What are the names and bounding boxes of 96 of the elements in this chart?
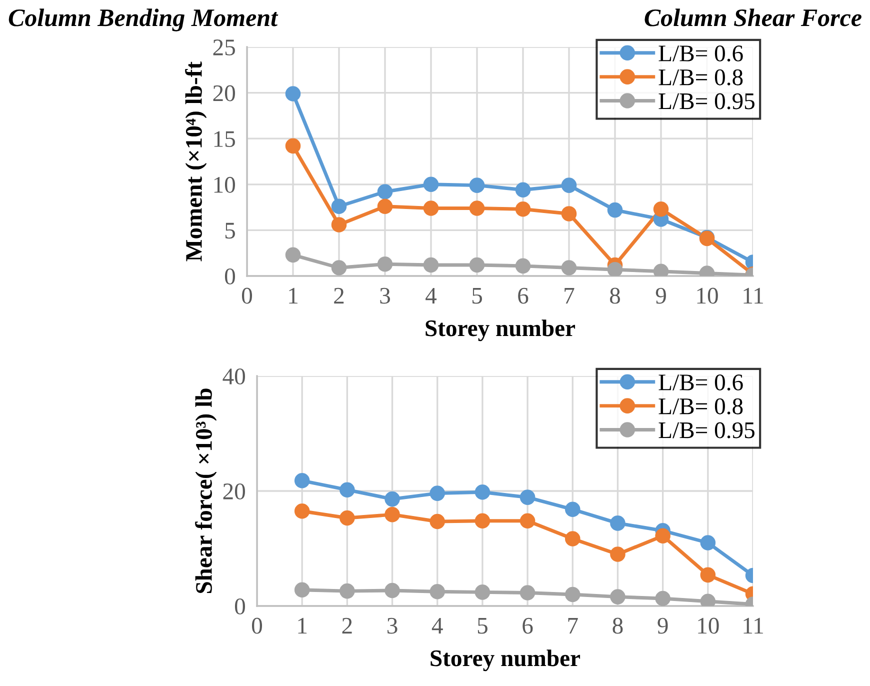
point (653, 201, 669, 217)
x-tick-label: 2 (342, 618, 352, 634)
point (700, 535, 716, 550)
x-tick-label: 7 (568, 618, 578, 634)
x-tick-label: 6 (522, 618, 533, 634)
y-tick-label: 15 (214, 131, 235, 148)
point (610, 546, 626, 562)
y-tick-label: 0 (234, 598, 245, 614)
y-tick-label: 0 (224, 268, 235, 284)
x-tick-label: 4 (432, 618, 443, 634)
y-tick-label: 5 (225, 222, 235, 239)
point (285, 247, 301, 263)
legend-label: L/B= 0.95 (658, 93, 754, 110)
point (515, 201, 531, 217)
point (520, 490, 536, 505)
point (340, 482, 355, 498)
point (294, 473, 310, 488)
legend-label: L/B= 0.8 (658, 69, 743, 86)
y-tick-label: 20 (223, 483, 245, 500)
x-tick-label: 9 (656, 288, 666, 304)
point (474, 584, 490, 600)
x-tick-label: 1 (289, 288, 298, 304)
y-tick-label: 25 (213, 40, 235, 56)
point (520, 513, 536, 529)
point (515, 258, 531, 274)
legend-label: L/B= 0.6 (658, 45, 743, 62)
point (331, 198, 347, 214)
point (377, 184, 393, 200)
y-tick-label: 40 (222, 368, 245, 384)
point (423, 257, 439, 273)
point (564, 586, 580, 602)
x-axis-title: Storey number (426, 320, 576, 342)
x-tick-label: 2 (334, 288, 344, 304)
point (561, 178, 577, 193)
x-tick-label: 11 (744, 288, 763, 304)
point (607, 262, 623, 276)
x-tick-label: 5 (478, 618, 488, 634)
point (294, 503, 310, 519)
point (430, 584, 446, 600)
point (285, 138, 301, 154)
x-tick-label: 4 (426, 288, 437, 304)
point (331, 260, 347, 276)
point (515, 182, 531, 198)
point (610, 516, 626, 531)
point (430, 514, 446, 530)
point (474, 513, 490, 529)
point (700, 567, 716, 583)
y-axis-title: Moment (×10⁴) lb-ft (185, 62, 207, 262)
legend-label: L/B= 0.95 (658, 422, 754, 438)
point (610, 589, 626, 604)
x-tick-label: 8 (612, 618, 623, 634)
point (561, 260, 577, 276)
x-tick-label: 7 (564, 288, 574, 304)
point (384, 582, 400, 598)
point (285, 86, 301, 102)
point (607, 202, 623, 218)
y-axis-title: Shear force( ×10³) lb (195, 388, 217, 594)
text: Column Shear Force (644, 8, 862, 26)
point (564, 502, 580, 518)
point (423, 176, 439, 192)
point (655, 528, 670, 544)
point (430, 486, 446, 501)
y-tick-label: 10 (214, 176, 235, 193)
point (564, 531, 580, 546)
point (423, 200, 439, 216)
x-tick-label: 0 (252, 618, 262, 634)
point (520, 585, 536, 600)
point (377, 198, 393, 214)
point (377, 256, 393, 272)
legend-label: L/B= 0.8 (658, 398, 743, 414)
x-tick-label: 9 (658, 618, 668, 634)
point (655, 590, 670, 606)
point (384, 491, 400, 507)
point (469, 257, 485, 273)
point (340, 510, 355, 526)
x-tick-label: 11 (744, 618, 763, 634)
chart-title: Column Bending Moment (8, 8, 278, 32)
x-tick-label: 8 (610, 288, 620, 304)
legend-label: L/B= 0.6 (658, 374, 743, 390)
point (384, 506, 400, 522)
point (469, 200, 485, 216)
point (340, 583, 355, 599)
x-tick-label: 1 (298, 618, 307, 634)
x-tick-label: 10 (697, 288, 718, 304)
x-tick-label: 6 (518, 288, 528, 304)
x-tick-label: 3 (380, 288, 390, 304)
point (294, 582, 310, 598)
point (331, 217, 347, 232)
x-axis-title: Storey number (430, 650, 580, 672)
point (469, 178, 485, 193)
x-tick-label: 5 (472, 288, 482, 304)
point (474, 484, 490, 500)
x-tick-label: 10 (698, 618, 719, 634)
y-tick-label: 20 (213, 85, 235, 102)
point (561, 206, 577, 222)
x-tick-label: 3 (388, 618, 398, 634)
